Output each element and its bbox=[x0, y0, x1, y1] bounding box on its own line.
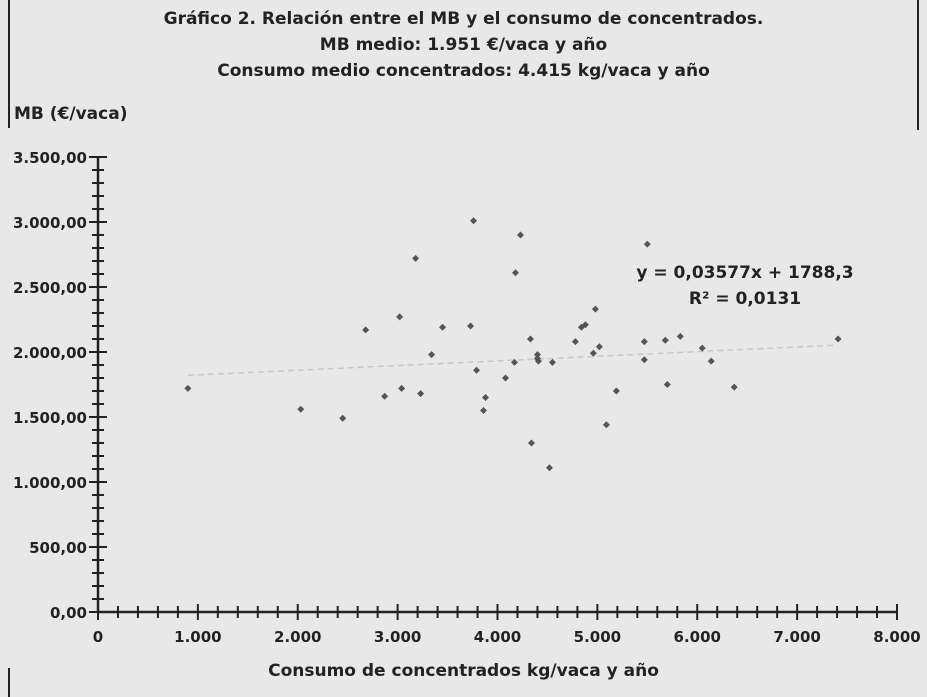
regression-equation: y = 0,03577x + 1788,3 bbox=[636, 263, 854, 283]
chart-title-line-2: MB medio: 1.951 €/vaca y año bbox=[319, 35, 608, 55]
y-tick-label: 3.500,00 bbox=[13, 149, 87, 167]
x-tick-label: 0 bbox=[93, 628, 103, 646]
chart-title: Gráfico 2. Relación entre el MB y el con… bbox=[0, 6, 927, 84]
data-point bbox=[398, 384, 406, 392]
x-tick-label: 2.000 bbox=[274, 628, 321, 646]
data-point bbox=[643, 240, 651, 248]
y-tick-label: 3.000,00 bbox=[13, 214, 87, 232]
data-point bbox=[595, 343, 603, 351]
chart-title-line-1: Gráfico 2. Relación entre el MB y el con… bbox=[163, 9, 764, 29]
data-point bbox=[470, 217, 478, 225]
data-point bbox=[834, 335, 842, 343]
data-point bbox=[439, 323, 447, 331]
data-point bbox=[480, 407, 488, 414]
data-point bbox=[482, 394, 490, 401]
x-tick-label: 4.000 bbox=[474, 628, 521, 646]
r-squared-value: R² = 0,0131 bbox=[688, 289, 802, 309]
data-point bbox=[339, 414, 347, 422]
trend-line bbox=[187, 344, 838, 377]
data-point bbox=[511, 269, 519, 277]
data-point bbox=[533, 351, 541, 359]
data-point bbox=[548, 358, 556, 366]
y-tick-label: 500,00 bbox=[29, 539, 87, 557]
data-point bbox=[412, 254, 420, 262]
data-point bbox=[473, 366, 481, 374]
data-point bbox=[602, 421, 610, 429]
y-tick-label: 1.500,00 bbox=[13, 409, 87, 427]
data-point bbox=[527, 439, 535, 447]
x-tick-label: 7.000 bbox=[773, 628, 820, 646]
y-tick-label: 2.000,00 bbox=[13, 344, 87, 362]
data-point bbox=[707, 357, 715, 365]
data-point bbox=[467, 322, 475, 330]
x-tick-label: 6.000 bbox=[674, 628, 721, 646]
data-point bbox=[396, 313, 404, 321]
data-point bbox=[501, 374, 509, 382]
x-tick-label: 3.000 bbox=[374, 628, 421, 646]
data-point bbox=[428, 351, 436, 359]
data-point bbox=[516, 231, 524, 239]
data-point bbox=[297, 405, 305, 413]
y-tick-label: 0,00 bbox=[50, 604, 87, 622]
x-tick-label: 5.000 bbox=[574, 628, 621, 646]
data-point bbox=[612, 387, 620, 395]
data-point bbox=[571, 338, 579, 346]
data-point bbox=[676, 332, 684, 340]
data-point bbox=[640, 338, 648, 346]
frame-left-border-bottom bbox=[8, 668, 10, 697]
x-tick-label: 1.000 bbox=[174, 628, 221, 646]
data-point bbox=[510, 358, 518, 366]
y-axis-label: MB (€/vaca) bbox=[14, 104, 128, 124]
frame-right-border bbox=[917, 0, 919, 130]
data-point bbox=[591, 305, 599, 313]
y-tick-label: 1.000,00 bbox=[13, 474, 87, 492]
chart-title-line-3: Consumo medio concentrados: 4.415 kg/vac… bbox=[217, 61, 710, 81]
x-tick-label: 8.000 bbox=[873, 628, 920, 646]
data-point bbox=[663, 381, 671, 388]
regression-annotation: y = 0,03577x + 1788,3 R² = 0,0131 bbox=[600, 260, 890, 312]
x-axis-label: Consumo de concentrados kg/vaca y año bbox=[268, 661, 659, 681]
data-point bbox=[362, 326, 370, 334]
data-point bbox=[581, 321, 589, 329]
data-point bbox=[526, 335, 534, 343]
data-point bbox=[698, 344, 706, 352]
y-tick-label: 2.500,00 bbox=[13, 279, 87, 297]
data-point bbox=[417, 390, 425, 398]
data-point bbox=[730, 383, 738, 391]
data-point bbox=[184, 384, 192, 392]
data-point bbox=[381, 392, 389, 400]
data-point bbox=[545, 464, 553, 472]
data-point bbox=[640, 356, 648, 364]
frame-left-border bbox=[8, 0, 10, 128]
data-point bbox=[534, 357, 542, 365]
data-point bbox=[661, 336, 669, 344]
data-point bbox=[589, 349, 597, 357]
